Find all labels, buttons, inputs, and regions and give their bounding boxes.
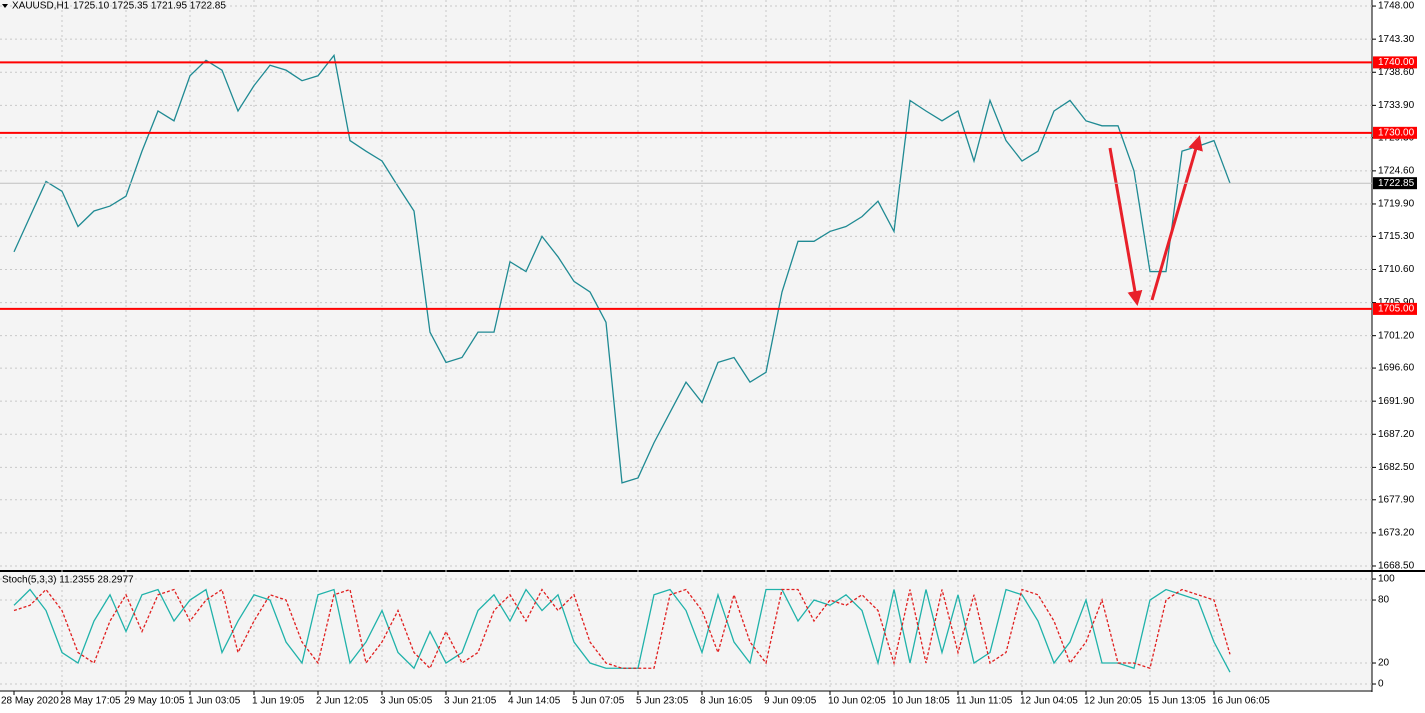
x-tick-label: 3 Jun 05:05 xyxy=(380,696,433,707)
y-tick-label: 1748.00 xyxy=(1378,1,1415,12)
y-tick-label: 1743.30 xyxy=(1378,34,1415,45)
symbol: XAUUSD,H1 xyxy=(12,1,70,12)
y-tick-label: 1701.20 xyxy=(1378,330,1415,341)
series-line xyxy=(13,588,1231,673)
level-tag xyxy=(1373,126,1417,139)
y-tick-label: 1738.60 xyxy=(1378,67,1415,78)
y-tick-label: 1673.20 xyxy=(1378,528,1415,539)
x-tick-label: 5 Jun 07:05 xyxy=(572,696,625,707)
level-tag xyxy=(1373,56,1417,69)
series-line xyxy=(13,588,1231,670)
level-label: 1740.00 xyxy=(1378,57,1415,68)
x-tick-label: 10 Jun 18:05 xyxy=(892,696,950,707)
x-tick-label: 28 May 2020 xyxy=(1,696,59,707)
y-tick-label: 1710.60 xyxy=(1378,264,1415,275)
x-tick-label: 9 Jun 09:05 xyxy=(764,696,817,707)
y-tick-label: 1682.50 xyxy=(1378,462,1415,473)
y-tick-label: 1668.50 xyxy=(1378,561,1415,572)
y-tick-label: 100 xyxy=(1378,574,1395,585)
down-arrow xyxy=(1108,147,1143,306)
y-tick-label: 1687.20 xyxy=(1378,429,1415,440)
level-label: 1730.00 xyxy=(1378,127,1415,138)
y-tick-label: 20 xyxy=(1378,658,1390,669)
x-tick-label: 12 Jun 04:05 xyxy=(1020,696,1078,707)
y-tick-label: 1696.60 xyxy=(1378,363,1415,374)
x-tick-label: 4 Jun 14:05 xyxy=(508,696,561,707)
grid xyxy=(0,0,1372,690)
y-tick-label: 80 xyxy=(1378,595,1390,606)
x-tick-label: 10 Jun 02:05 xyxy=(828,696,886,707)
menu-arrow[interactable] xyxy=(2,4,8,8)
x-tick-label: 3 Jun 21:05 xyxy=(444,696,497,707)
x-tick-label: 28 May 17:05 xyxy=(60,696,121,707)
x-tick-label: 15 Jun 13:05 xyxy=(1148,696,1206,707)
level-tag xyxy=(1373,302,1417,315)
x-tick-label: 1 Jun 03:05 xyxy=(188,696,241,707)
x-tick-label: 5 Jun 23:05 xyxy=(636,696,689,707)
marks xyxy=(13,53,1231,673)
y-tick-label: 1691.90 xyxy=(1378,396,1415,407)
up-arrow xyxy=(1150,135,1203,301)
x-tick-label: 2 Jun 12:05 xyxy=(316,696,369,707)
current-price-label: 1722.85 xyxy=(1378,178,1415,189)
y-tick-label: 1705.90 xyxy=(1378,297,1415,308)
ohlc: 1725.10 1725.35 1721.95 1722.85 xyxy=(73,1,226,12)
x-tick-label: 8 Jun 16:05 xyxy=(700,696,753,707)
current-price-tag xyxy=(1373,177,1417,190)
stoch-title: Stoch(5,3,3) 11.2355 28.2977 xyxy=(2,575,134,586)
x-tick-label: 12 Jun 20:05 xyxy=(1084,696,1142,707)
level-label: 1705.00 xyxy=(1378,304,1415,315)
y-tick-label: 1733.90 xyxy=(1378,100,1415,111)
x-tick-label: 16 Jun 06:05 xyxy=(1212,696,1270,707)
x-tick-label: 29 May 10:05 xyxy=(124,696,185,707)
y-tick-label: 1724.60 xyxy=(1378,166,1415,177)
main-pane xyxy=(0,0,1372,570)
y-tick-label: 1715.30 xyxy=(1378,231,1415,242)
series-line xyxy=(13,53,1231,484)
x-tick-label: 1 Jun 19:05 xyxy=(252,696,305,707)
y-tick-label: 1719.90 xyxy=(1378,199,1415,210)
y-tick-label: 1677.90 xyxy=(1378,494,1415,505)
y-tick-label: 0 xyxy=(1378,679,1384,690)
x-tick-label: 11 Jun 11:05 xyxy=(956,696,1013,707)
